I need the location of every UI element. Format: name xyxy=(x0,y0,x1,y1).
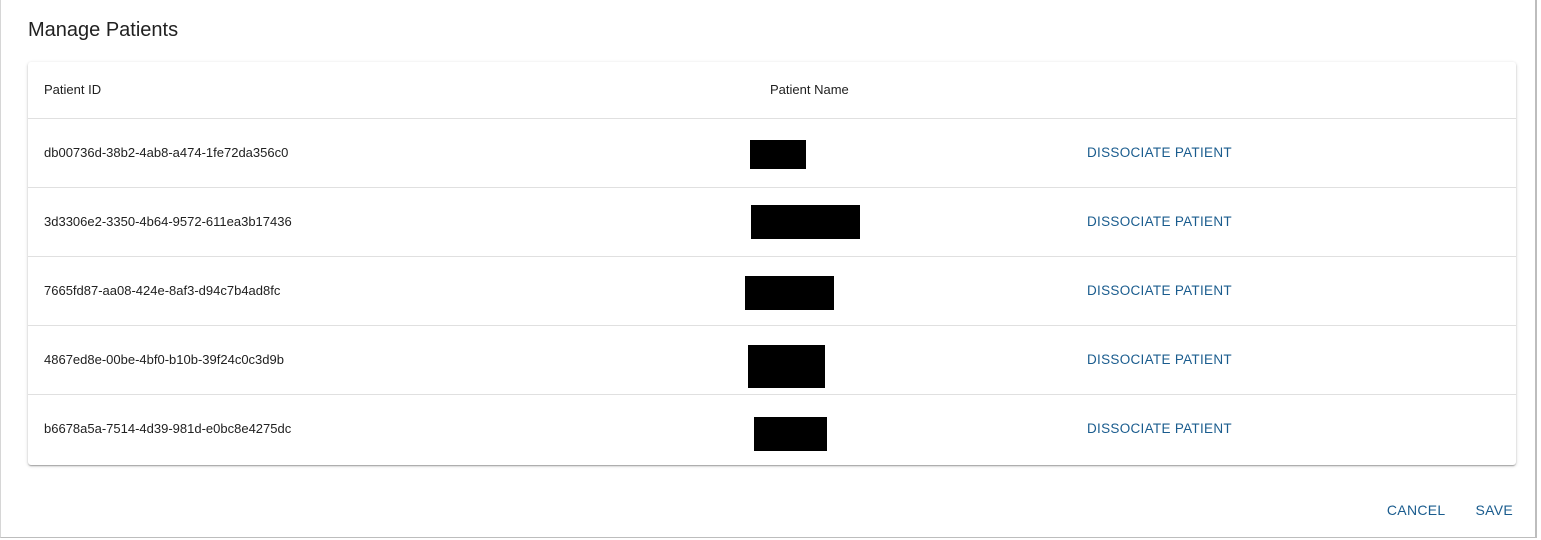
patient-name-cell xyxy=(754,394,1071,463)
dissociate-patient-button[interactable]: DISSOCIATE PATIENT xyxy=(1087,283,1232,298)
action-cell: DISSOCIATE PATIENT xyxy=(1071,187,1516,257)
redacted-patient-name xyxy=(751,204,860,239)
table-header-row: Patient ID Patient Name xyxy=(28,62,1516,119)
patients-table-card: Patient ID Patient Name db00736d-38b2-4a… xyxy=(28,62,1516,465)
patient-id-cell: 3d3306e2-3350-4b64-9572-611ea3b17436 xyxy=(28,187,754,257)
redacted-patient-name xyxy=(754,416,827,451)
action-cell: DISSOCIATE PATIENT xyxy=(1071,325,1516,395)
action-cell: DISSOCIATE PATIENT xyxy=(1071,394,1516,463)
dialog-actions: CANCEL SAVE xyxy=(1387,502,1513,518)
table-row: 3d3306e2-3350-4b64-9572-611ea3b17436 DIS… xyxy=(28,187,1516,257)
dissociate-patient-button[interactable]: DISSOCIATE PATIENT xyxy=(1087,214,1232,229)
save-button[interactable]: SAVE xyxy=(1475,502,1513,518)
dissociate-patient-button[interactable]: DISSOCIATE PATIENT xyxy=(1087,145,1232,160)
column-header-actions xyxy=(1071,62,1516,119)
table-row: b6678a5a-7514-4d39-981d-e0bc8e4275dc DIS… xyxy=(28,394,1516,463)
dissociate-patient-button[interactable]: DISSOCIATE PATIENT xyxy=(1087,421,1232,437)
cancel-button[interactable]: CANCEL xyxy=(1386,502,1446,518)
action-cell: DISSOCIATE PATIENT xyxy=(1071,118,1516,188)
table-row: db00736d-38b2-4ab8-a474-1fe72da356c0 DIS… xyxy=(28,118,1516,188)
redacted-patient-name xyxy=(748,345,825,388)
table-row: 4867ed8e-00be-4bf0-b10b-39f24c0c3d9b DIS… xyxy=(28,325,1516,395)
column-header-patient-name: Patient Name xyxy=(754,62,1071,119)
patient-id-cell: db00736d-38b2-4ab8-a474-1fe72da356c0 xyxy=(28,118,754,188)
redacted-patient-name xyxy=(750,139,806,169)
patient-name-cell xyxy=(751,187,1071,257)
patients-table: Patient ID Patient Name db00736d-38b2-4a… xyxy=(28,62,1516,463)
redacted-patient-name xyxy=(745,275,834,310)
patient-name-cell xyxy=(745,256,1071,326)
dissociate-patient-button[interactable]: DISSOCIATE PATIENT xyxy=(1087,352,1232,367)
patient-name-cell xyxy=(750,118,1071,188)
column-header-patient-id: Patient ID xyxy=(28,62,754,119)
patient-id-cell: 7665fd87-aa08-424e-8af3-d94c7b4ad8fc xyxy=(28,256,754,326)
action-cell: DISSOCIATE PATIENT xyxy=(1071,256,1516,326)
patient-name-cell xyxy=(748,325,1071,395)
dialog-title: Manage Patients xyxy=(28,19,179,41)
patient-id-cell: b6678a5a-7514-4d39-981d-e0bc8e4275dc xyxy=(44,421,292,437)
patient-id-cell: 4867ed8e-00be-4bf0-b10b-39f24c0c3d9b xyxy=(28,325,754,395)
table-row: 7665fd87-aa08-424e-8af3-d94c7b4ad8fc DIS… xyxy=(28,256,1516,326)
